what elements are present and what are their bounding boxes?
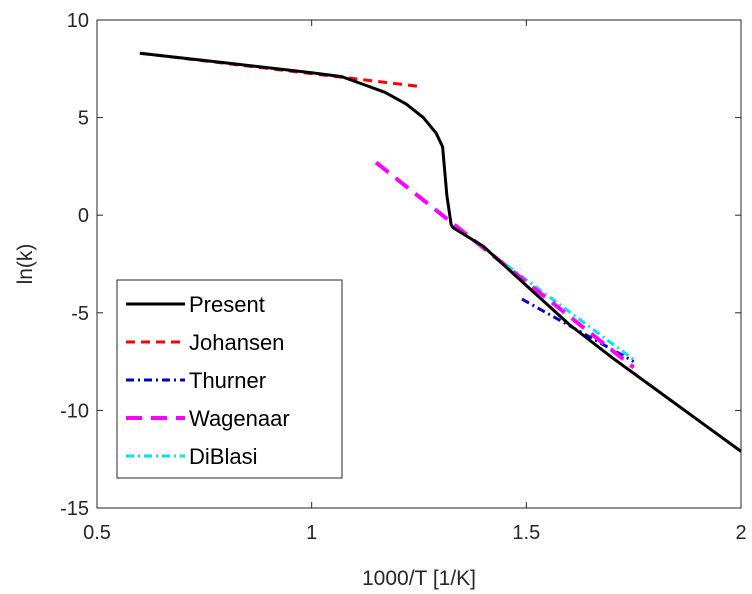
legend-box: [116, 279, 343, 479]
x-tick-label: 1: [306, 522, 317, 544]
y-tick-label: 0: [78, 205, 89, 227]
legend-label-present: Present: [189, 292, 265, 317]
legend: Present Johansen Thurner Wagenaar DiBlasi: [116, 279, 343, 479]
legend-label-thurner: Thurner: [189, 368, 266, 393]
legend-label-diblasi: DiBlasi: [189, 444, 257, 469]
x-tick-label: 2: [735, 522, 746, 544]
y-tick-label: -15: [60, 498, 89, 520]
x-tick-label: 1.5: [512, 522, 540, 544]
y-tick-label: 10: [67, 10, 89, 32]
x-tick-label: 0.5: [83, 522, 111, 544]
series-line-thurner: [521, 297, 635, 363]
legend-label-wagenaar: Wagenaar: [189, 406, 290, 431]
y-tick-label: -10: [60, 400, 89, 422]
series-layer: [139, 51, 742, 453]
y-tick-label: -5: [71, 303, 89, 325]
x-axis-label: 1000/T [1/K]: [362, 567, 476, 590]
y-tick-label: 5: [78, 108, 89, 130]
series-line-present: [139, 51, 742, 453]
legend-label-johansen: Johansen: [189, 330, 284, 355]
y-axis-label: ln(k): [14, 244, 37, 285]
plot-frame: [96, 19, 742, 509]
series-line-diblasi: [491, 252, 635, 361]
ticks-layer: 0.5 1 1.5 2 -15 -10 -5 0 5 10: [60, 10, 746, 544]
